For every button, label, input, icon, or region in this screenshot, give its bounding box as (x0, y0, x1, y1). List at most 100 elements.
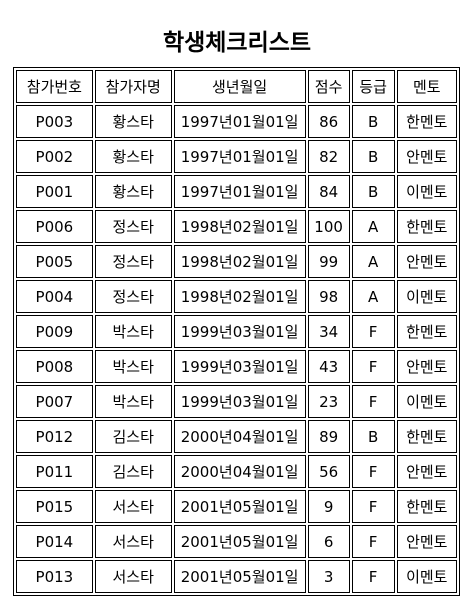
cell-participant-name: 황스타 (94, 105, 172, 138)
cell-birth-date: 1997년01월01일 (173, 140, 306, 173)
cell-grade: A (351, 280, 395, 313)
cell-score: 43 (307, 350, 350, 383)
table-row: P004 정스타 1998년02월01일 98 A 이멘토 (16, 280, 457, 313)
cell-mentor: 한멘토 (396, 315, 457, 348)
table-row: P005 정스타 1998년02월01일 99 A 안멘토 (16, 245, 457, 278)
cell-birth-date: 2001년05월01일 (173, 525, 306, 558)
cell-score: 99 (307, 245, 350, 278)
cell-participant-id: P006 (16, 210, 93, 243)
cell-birth-date: 1998년02월01일 (173, 210, 306, 243)
cell-birth-date: 2000년04월01일 (173, 420, 306, 453)
cell-participant-id: P008 (16, 350, 93, 383)
cell-participant-name: 박스타 (94, 315, 172, 348)
cell-participant-name: 황스타 (94, 140, 172, 173)
cell-participant-id: P014 (16, 525, 93, 558)
cell-mentor: 안멘토 (396, 350, 457, 383)
cell-grade: A (351, 210, 395, 243)
cell-birth-date: 2001년05월01일 (173, 560, 306, 593)
table-header-row: 참가번호 참가자명 생년월일 점수 등급 멘토 (16, 70, 457, 103)
cell-mentor: 한멘토 (396, 105, 457, 138)
cell-birth-date: 1998년02월01일 (173, 245, 306, 278)
cell-mentor: 안멘토 (396, 455, 457, 488)
header-score: 점수 (307, 70, 350, 103)
cell-grade: F (351, 350, 395, 383)
header-mentor: 멘토 (396, 70, 457, 103)
table-row: P015 서스타 2001년05월01일 9 F 한멘토 (16, 490, 457, 523)
cell-birth-date: 1999년03월01일 (173, 385, 306, 418)
cell-grade: B (351, 140, 395, 173)
cell-participant-name: 김스타 (94, 455, 172, 488)
cell-birth-date: 1997년01월01일 (173, 175, 306, 208)
table-row: P002 황스타 1997년01월01일 82 B 안멘토 (16, 140, 457, 173)
cell-birth-date: 2001년05월01일 (173, 490, 306, 523)
table-row: P009 박스타 1999년03월01일 34 F 한멘토 (16, 315, 457, 348)
cell-participant-name: 서스타 (94, 490, 172, 523)
cell-score: 89 (307, 420, 350, 453)
cell-mentor: 한멘토 (396, 210, 457, 243)
header-grade: 등급 (351, 70, 395, 103)
table-row: P001 황스타 1997년01월01일 84 B 이멘토 (16, 175, 457, 208)
cell-birth-date: 1997년01월01일 (173, 105, 306, 138)
cell-score: 82 (307, 140, 350, 173)
header-participant-id: 참가번호 (16, 70, 93, 103)
cell-score: 98 (307, 280, 350, 313)
cell-score: 34 (307, 315, 350, 348)
table-row: P011 김스타 2000년04월01일 56 F 안멘토 (16, 455, 457, 488)
cell-participant-name: 정스타 (94, 210, 172, 243)
cell-score: 56 (307, 455, 350, 488)
cell-participant-name: 정스타 (94, 245, 172, 278)
page-title: 학생체크리스트 (162, 30, 312, 56)
cell-mentor: 이멘토 (396, 175, 457, 208)
table-body: P003 황스타 1997년01월01일 86 B 한멘토 P002 황스타 1997년01월0… (16, 105, 457, 593)
cell-grade: F (351, 490, 395, 523)
cell-participant-id: P011 (16, 455, 93, 488)
cell-birth-date: 1999년03월01일 (173, 350, 306, 383)
table-row: P013 서스타 2001년05월01일 3 F 이멘토 (16, 560, 457, 593)
cell-participant-id: P002 (16, 140, 93, 173)
table-row: P012 김스타 2000년04월01일 89 B 한멘토 (16, 420, 457, 453)
cell-score: 3 (307, 560, 350, 593)
header-participant-name: 참가자명 (94, 70, 172, 103)
cell-mentor: 안멘토 (396, 525, 457, 558)
cell-participant-id: P012 (16, 420, 93, 453)
cell-grade: B (351, 175, 395, 208)
cell-mentor: 이멘토 (396, 385, 457, 418)
cell-grade: F (351, 455, 395, 488)
cell-score: 23 (307, 385, 350, 418)
cell-mentor: 한멘토 (396, 490, 457, 523)
table-row: P003 황스타 1997년01월01일 86 B 한멘토 (16, 105, 457, 138)
student-checklist-table: 참가번호 참가자명 생년월일 점수 등급 멘토 P003 황스타 1997년01월0… (13, 67, 460, 596)
cell-participant-id: P005 (16, 245, 93, 278)
cell-participant-id: P003 (16, 105, 93, 138)
cell-grade: B (351, 420, 395, 453)
cell-grade: B (351, 105, 395, 138)
cell-grade: F (351, 315, 395, 348)
cell-birth-date: 2000년04월01일 (173, 455, 306, 488)
cell-participant-name: 김스타 (94, 420, 172, 453)
cell-mentor: 안멘토 (396, 245, 457, 278)
cell-score: 84 (307, 175, 350, 208)
table-row: P008 박스타 1999년03월01일 43 F 안멘토 (16, 350, 457, 383)
cell-mentor: 한멘토 (396, 420, 457, 453)
cell-participant-id: P015 (16, 490, 93, 523)
table-row: P007 박스타 1999년03월01일 23 F 이멘토 (16, 385, 457, 418)
cell-participant-name: 황스타 (94, 175, 172, 208)
cell-participant-id: P007 (16, 385, 93, 418)
cell-score: 100 (307, 210, 350, 243)
cell-participant-id: P004 (16, 280, 93, 313)
cell-birth-date: 1999년03월01일 (173, 315, 306, 348)
cell-mentor: 이멘토 (396, 560, 457, 593)
cell-participant-name: 박스타 (94, 350, 172, 383)
cell-grade: F (351, 385, 395, 418)
cell-grade: F (351, 560, 395, 593)
table-row: P014 서스타 2001년05월01일 6 F 안멘토 (16, 525, 457, 558)
cell-mentor: 이멘토 (396, 280, 457, 313)
cell-score: 9 (307, 490, 350, 523)
cell-grade: F (351, 525, 395, 558)
cell-participant-id: P009 (16, 315, 93, 348)
header-birth-date: 생년월일 (173, 70, 306, 103)
cell-birth-date: 1998년02월01일 (173, 280, 306, 313)
cell-participant-name: 서스타 (94, 525, 172, 558)
table-row: P006 정스타 1998년02월01일 100 A 한멘토 (16, 210, 457, 243)
